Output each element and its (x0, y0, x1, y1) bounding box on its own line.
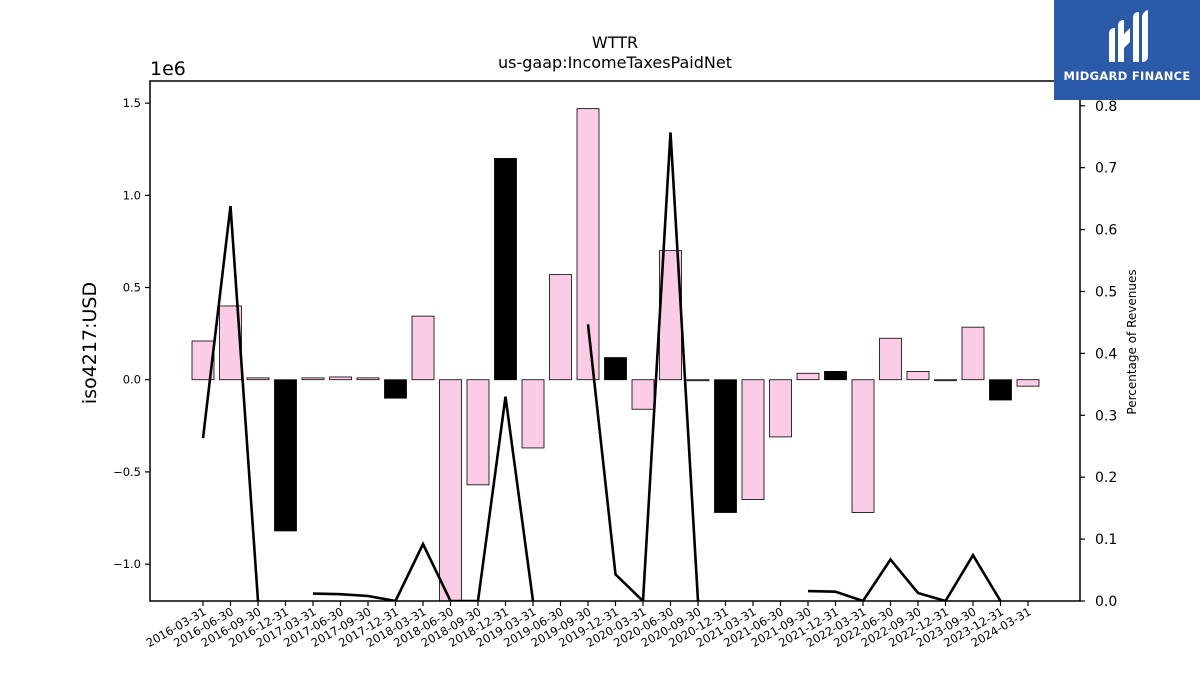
bar (851, 379, 875, 513)
bar (356, 377, 380, 381)
y2-tick-label: 0.4 (1095, 346, 1117, 362)
bar (686, 379, 710, 382)
y-axis-label: iso4217:USD (79, 282, 101, 404)
y2-tick-label: 0.3 (1095, 408, 1117, 424)
chart-subtitle: us-gaap:IncomeTaxesPaidNet (498, 53, 732, 72)
bar (769, 379, 792, 438)
logo-mark-icon (1109, 10, 1148, 62)
bar (961, 326, 985, 381)
bar (466, 379, 490, 486)
y-offset-label: 1e6 (150, 58, 186, 80)
bar (329, 376, 352, 381)
y2-tick-label: 0.7 (1095, 161, 1117, 177)
bar (631, 379, 655, 410)
bar (439, 379, 462, 602)
y2-tick-label: 0.5 (1095, 284, 1117, 300)
y-tick-label: 1.0 (123, 188, 141, 202)
line-layer (201, 132, 1002, 601)
bar (301, 377, 325, 381)
y2-tick-label: 0.8 (1095, 99, 1117, 115)
y2-axis: 0.0 0.1 0.2 0.3 0.4 0.5 0.6 0.7 0.8 (1080, 99, 1117, 610)
y2-tick-label: 0.1 (1095, 532, 1117, 548)
brand-logo: MIDGARD FINANCE (1054, 0, 1200, 100)
y2-tick-label: 0.2 (1095, 470, 1117, 486)
y2-tick-label: 0.6 (1095, 223, 1117, 239)
bar (934, 379, 957, 382)
y-tick-label: 1.5 (123, 96, 141, 110)
logo-text: MIDGARD FINANCE (1063, 69, 1191, 83)
x-axis: 2016-03-312016-06-302016-09-302016-12-31… (144, 601, 1034, 650)
bar (246, 377, 270, 381)
bar (604, 357, 627, 381)
bar (494, 158, 517, 381)
bar (714, 379, 737, 513)
bar (879, 337, 902, 381)
series-line (201, 132, 1002, 601)
y-tick-label: −0.5 (113, 465, 141, 479)
bar (274, 379, 297, 532)
bar (741, 379, 765, 500)
y-axis: −1.0 −0.5 0.0 0.5 1.0 1.5 (113, 96, 150, 571)
chart-title: WTTR (592, 33, 638, 52)
bar (906, 371, 930, 381)
bar (384, 379, 407, 399)
bar (796, 372, 820, 381)
y-tick-label: 0.5 (123, 281, 141, 295)
y2-tick-label: 0.0 (1095, 594, 1117, 610)
bar (191, 340, 215, 381)
bar (549, 274, 572, 381)
bar (1016, 379, 1040, 387)
bar (824, 371, 847, 381)
bar (989, 379, 1012, 401)
y2-axis-label: Percentage of Revenues (1125, 269, 1139, 414)
y-tick-label: −1.0 (113, 557, 141, 571)
bars-layer (191, 108, 1040, 602)
bar (521, 379, 545, 449)
bar (411, 315, 435, 381)
y-tick-label: 0.0 (123, 373, 141, 387)
bar (576, 108, 600, 381)
bar (219, 305, 242, 381)
